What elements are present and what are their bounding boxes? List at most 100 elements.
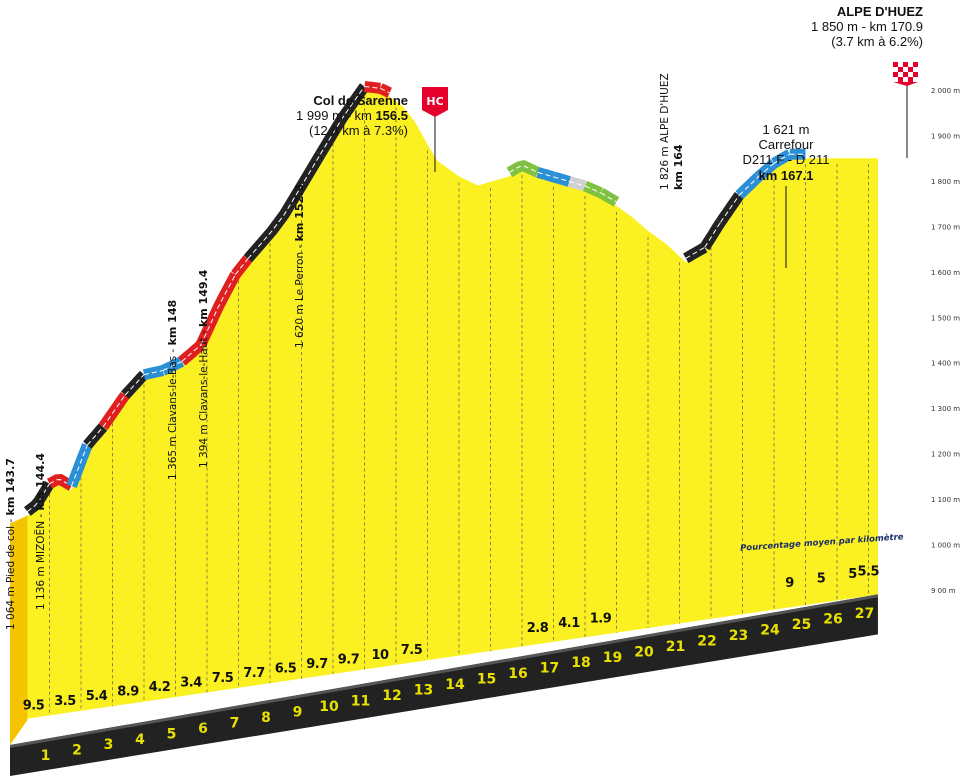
ribbon-dash-0 — [27, 483, 50, 512]
waypoint-annotations: 1 064 m Pied de col - km 143.7 1 136 m MI… — [4, 73, 685, 630]
ribbon-dash-12 — [319, 86, 365, 155]
annotation-mizoen-km: km 144.4 — [34, 453, 47, 511]
profile-left-edge — [10, 515, 28, 745]
gradient-km-25: 9 — [785, 576, 794, 591]
annotation-pied-km: km 143.7 — [4, 458, 17, 515]
annotation-clavans-bas-km: km 148 — [166, 300, 179, 346]
gradient-km-12: 10 — [371, 648, 389, 663]
km-marker-19: 19 — [603, 650, 622, 666]
gradient-km-6: 3.4 — [180, 675, 202, 690]
y-tick-1400: 1 400 m — [931, 360, 960, 368]
gradient-km-9: 6.5 — [275, 662, 297, 677]
km-marker-16: 16 — [508, 666, 527, 682]
gradient-km-13: 7.5 — [401, 643, 423, 658]
y-axis: 9 00 m 1 000 m 1 100 m 1 200 m 1 300 m 1 400 … — [931, 87, 960, 595]
flag-square-3-2 — [903, 77, 908, 82]
km-marker-25: 25 — [792, 617, 811, 633]
carrefour-name: Carrefour — [759, 137, 815, 152]
km-marker-27: 27 — [855, 606, 874, 622]
flag-square-0-0 — [893, 62, 898, 67]
annotation-alpe-village-km: km 164 — [672, 144, 685, 190]
ribbon-dash-17 — [553, 176, 570, 182]
km-marker-23: 23 — [729, 628, 748, 644]
annotation-mizoen: 1 136 m MIZOËN - km 144.4 — [34, 453, 47, 610]
flag-square-1-1 — [898, 67, 903, 72]
ribbon-dash-11 — [247, 153, 321, 260]
hc-flag-label: HC — [426, 95, 443, 108]
km-marker-24: 24 — [760, 622, 780, 638]
summit-alpe-name: ALPE D'HUEZ — [837, 4, 923, 19]
flag-square-3-1 — [898, 77, 903, 82]
ribbon-dash-9 — [200, 274, 236, 346]
summit-alpe-dhuez: ALPE D'HUEZ 1 850 m - km 170.9 (3.7 km à… — [811, 4, 923, 158]
annotation-alpe-village-name: 1 826 m ALPE D'HUEZ — [659, 73, 671, 190]
annotation-pied: 1 064 m Pied de col - km 143.7 — [4, 458, 17, 630]
ribbon-dash-3 — [86, 426, 104, 446]
y-tick-1200: 1 200 m — [931, 451, 960, 459]
ribbon-dash-25 — [757, 162, 775, 178]
flag-square-3-3 — [908, 77, 913, 82]
km-marker-12: 12 — [382, 688, 401, 704]
km-marker-5: 5 — [167, 726, 177, 742]
flag-square-2-0 — [893, 72, 898, 77]
y-tick-1100: 1 100 m — [931, 496, 960, 504]
y-tick-1000: 1 000 m — [931, 542, 960, 550]
gradient-km-2: 3.5 — [54, 694, 76, 709]
carrefour-km: km 167.1 — [759, 168, 814, 183]
ribbon-dash-21 — [685, 246, 705, 259]
ribbon-dash-18 — [569, 181, 586, 187]
ribbon-dash-14 — [380, 87, 390, 94]
gradient-labels: 9.5 3.5 5.4 8.9 4.2 3.4 7.5 7.7 6.5 9.7 9.7 10 7.5 2.… — [23, 565, 880, 714]
annotation-clavans-haut-name: 1 394 m Clavans-le-Haut - — [198, 327, 210, 468]
flag-tail — [893, 82, 918, 86]
annotation-mizoen-name: 1 136 m MIZOËN - — [34, 510, 47, 610]
flag-square-0-3 — [908, 62, 913, 67]
ribbon-dash-6 — [143, 370, 164, 376]
ribbon-dash-7 — [162, 361, 183, 371]
summit-sarenne-climb: (12.8 km à 7.3%) — [309, 123, 408, 138]
km-marker-22: 22 — [697, 633, 716, 649]
y-tick-2000: 2 000 m — [931, 87, 960, 95]
carrefour-alt: 1 621 m — [763, 122, 810, 137]
gradient-km-18: 4.1 — [558, 616, 580, 631]
km-marker-4: 4 — [135, 732, 145, 748]
hc-flag — [422, 87, 448, 117]
km-base-strip: 1 2 3 4 5 6 7 8 9 10 11 12 13 14 15 16 17 18 19 20 21 22 23 24 2… — [10, 594, 878, 776]
flag-square-2-4 — [913, 72, 918, 77]
km-marker-11: 11 — [351, 693, 370, 709]
summit-sarenne-km: 156.5 — [375, 108, 408, 123]
base-strip-edge — [10, 594, 878, 748]
summit-alpe-climb: (3.7 km à 6.2%) — [831, 34, 923, 49]
flag-square-0-4 — [913, 62, 918, 67]
base-strip-body — [10, 594, 878, 776]
gradient-ribbon — [24, 81, 806, 516]
flag-square-0-1 — [898, 62, 903, 67]
gradient-km-5: 4.2 — [149, 680, 171, 695]
y-tick-900: 9 00 m — [931, 587, 956, 595]
km-marker-26: 26 — [823, 612, 842, 628]
summit-col-de-sarenne: HC Col de Sarenne 1 999 m - km 156.5 (12… — [296, 87, 448, 172]
flag-square-3-4 — [913, 77, 918, 82]
y-tick-1500: 1 500 m — [931, 314, 960, 322]
ribbon-seg-15 — [506, 160, 541, 178]
y-tick-1300: 1 300 m — [931, 405, 960, 413]
gradient-km-7: 7.5 — [212, 671, 234, 686]
summit-sarenne-alt: 1 999 m - km 156.5 — [296, 108, 408, 123]
km-marker-13: 13 — [414, 683, 433, 699]
km-marker-21: 21 — [666, 639, 685, 655]
km-marker-20: 20 — [634, 644, 654, 660]
ribbon-dash-15 — [509, 165, 539, 173]
km-marker-17: 17 — [540, 661, 559, 677]
gradient-km-27.5: 5.5 — [857, 565, 879, 580]
flag-square-1-0 — [893, 67, 898, 72]
ribbon-dash-10 — [235, 258, 249, 275]
ribbon-dash-24 — [738, 176, 759, 196]
summit-alpe-alt: 1 850 m - km 170.9 — [811, 19, 923, 34]
profile-fill — [27, 90, 878, 719]
annotation-clavans-haut-km: km 149.4 — [197, 269, 210, 327]
km-gridlines — [49, 96, 869, 716]
ribbon-dash-13 — [364, 86, 381, 89]
km-marker-2: 2 — [72, 743, 82, 759]
ribbon-dash-8 — [181, 344, 202, 362]
